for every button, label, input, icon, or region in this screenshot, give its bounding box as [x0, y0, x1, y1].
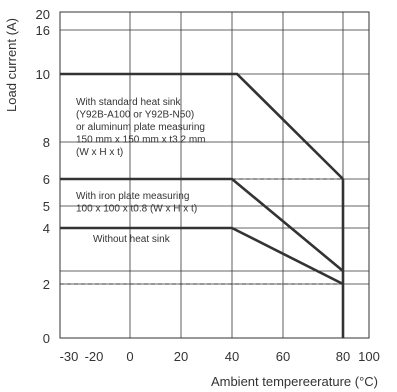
- x-tick-label: -30: [60, 349, 79, 364]
- series-line-1: [60, 72, 344, 180]
- series-annotation-line: (Y92B-A100 or Y92B-N50): [76, 110, 194, 121]
- series-annotation-line: Without heat sink: [93, 234, 171, 245]
- x-tick-label: 80: [336, 349, 350, 364]
- series-annotation-line: (W x H x t): [76, 147, 123, 158]
- y-tick-label: 6: [43, 172, 50, 187]
- x-tick-label: -20: [85, 349, 104, 364]
- series-annotation-line: or aluminum plate measuring: [76, 122, 205, 133]
- y-tick-label: 16: [36, 23, 50, 38]
- y-tick-label: 20: [36, 7, 50, 22]
- y-axis-label: Load current (A): [4, 18, 19, 112]
- plot-frame: [59, 11, 370, 339]
- x-tick-label: 0: [126, 349, 133, 364]
- y-tick-label: 10: [36, 67, 50, 82]
- x-tick-label: 60: [276, 349, 290, 364]
- x-tick-label: 20: [174, 349, 188, 364]
- annotations: With standard heat sink (Y92B-A100 or Y92…: [76, 97, 205, 245]
- x-axis-label: Ambient tempereerature (°C): [211, 374, 378, 389]
- series-line-3: [60, 226, 344, 286]
- series-lines: [60, 72, 344, 286]
- reference-lines: [60, 178, 343, 285]
- y-tick-label: 8: [43, 135, 50, 150]
- y-tick-label: 0: [43, 331, 50, 346]
- x-tick-labels: -30 -20 0 20 40 60 80 100: [60, 349, 380, 364]
- y-tick-label: 4: [43, 221, 50, 236]
- y-tick-label: 2: [43, 277, 50, 292]
- series-annotation-line: 100 x 100 x t0.8 (W x H x t): [76, 204, 197, 215]
- series-annotation-line: With iron plate measuring: [76, 191, 189, 202]
- grid: [60, 11, 369, 338]
- series-line-2: [60, 177, 344, 273]
- series-annotation-line: 150 mm x 150 mm x t3.2 mm: [76, 135, 205, 146]
- x-tick-label: 40: [225, 349, 239, 364]
- x-tick-label: 100: [358, 349, 380, 364]
- y-tick-label: 5: [43, 199, 50, 214]
- series-annotation-line: With standard heat sink: [76, 97, 181, 108]
